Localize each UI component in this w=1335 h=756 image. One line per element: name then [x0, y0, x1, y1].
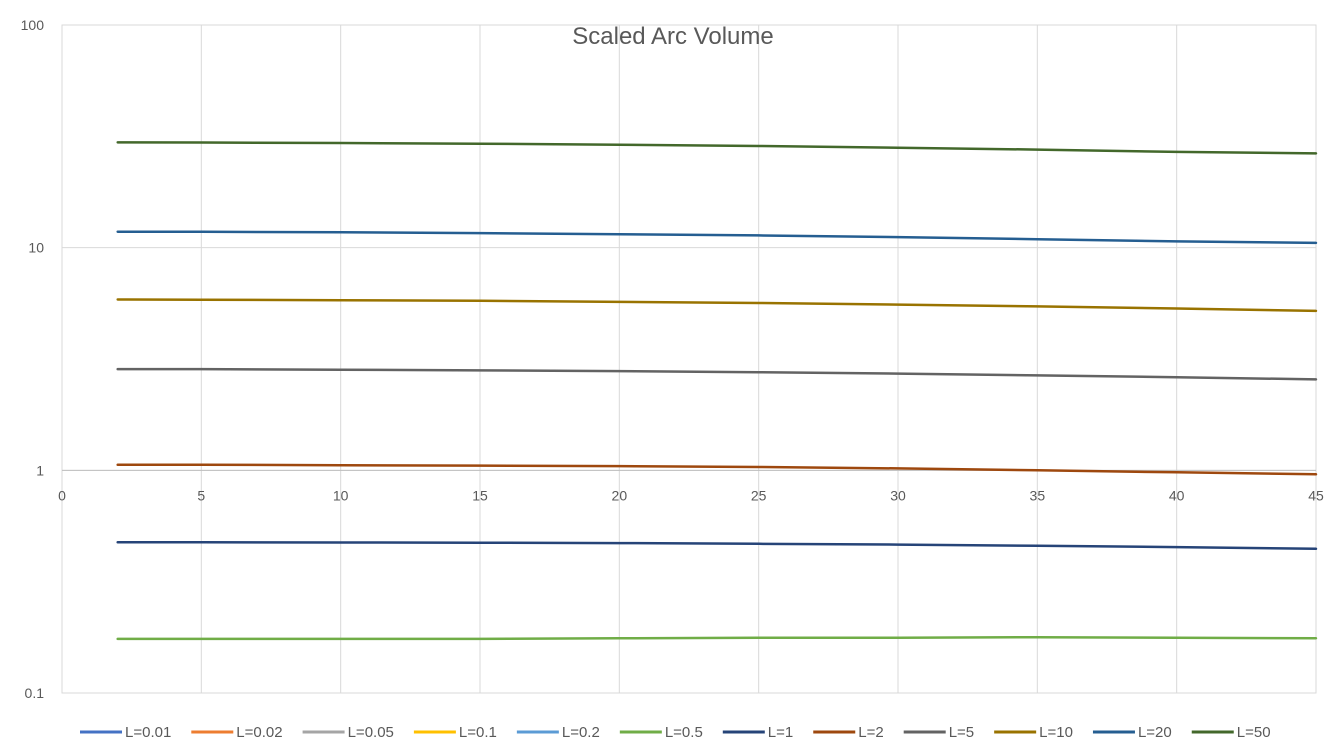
legend-label: L=2	[858, 724, 883, 741]
legend-item: L=5	[903, 724, 974, 741]
y-tick-label: 100	[21, 17, 45, 33]
chart-title: Scaled Arc Volume	[572, 23, 773, 50]
x-tick-label: 40	[1169, 487, 1185, 503]
legend-item: L=0.01	[80, 724, 171, 741]
plot-area-border	[61, 24, 1317, 694]
x-tick-label: 25	[751, 487, 767, 503]
legend-label: L=0.02	[236, 724, 282, 741]
series-line-L-1	[116, 541, 1318, 551]
x-tick-label: 15	[472, 487, 488, 503]
series-group	[116, 141, 1318, 641]
grid	[61, 24, 1317, 694]
x-tick-label: 5	[197, 487, 205, 503]
series-line-L-10	[116, 298, 1318, 313]
legend-item: L=0.5	[619, 724, 703, 741]
series-line-L-2	[116, 463, 1318, 476]
series-line-L-20	[116, 230, 1318, 245]
x-tick-label: 20	[612, 487, 628, 503]
x-tick-label: 45	[1308, 487, 1324, 503]
legend-label: L=0.01	[125, 724, 171, 741]
y-tick-label: 0.1	[25, 685, 45, 701]
y-tick-label: 1	[36, 462, 44, 478]
legend-label: L=5	[949, 724, 974, 741]
series-line-L-5	[116, 367, 1318, 381]
legend-label: L=0.05	[348, 724, 394, 741]
x-tick-label: 35	[1030, 487, 1046, 503]
legend-label: L=1	[768, 724, 793, 741]
legend-item: L=1	[722, 724, 793, 741]
legend-item: L=0.2	[516, 724, 600, 741]
legend-label: L=0.2	[562, 724, 600, 741]
legend-label: L=0.1	[459, 724, 497, 741]
legend-item: L=0.1	[413, 724, 497, 741]
legend: L=0.01 L=0.02 L=0.05 L=0.1 L=0.2 L=0.5 L=1 L=2 L…	[80, 724, 1271, 741]
legend-item: L=20	[1092, 724, 1172, 741]
series-line-L-0-5	[116, 635, 1318, 641]
legend-label: L=20	[1138, 724, 1172, 741]
legend-label: L=50	[1237, 724, 1271, 741]
x-tick-label: 30	[890, 487, 906, 503]
x-tick-label: 10	[333, 487, 349, 503]
legend-item: L=10	[994, 724, 1073, 741]
legend-label: L=10	[1039, 724, 1073, 741]
x-tick-label: 0	[58, 487, 66, 503]
legend-label: L=0.5	[665, 724, 703, 741]
legend-item: L=50	[1191, 724, 1271, 741]
legend-item: L=2	[813, 724, 884, 741]
legend-item: L=0.05	[302, 724, 394, 741]
axes: 0 5 10 15 20 25 30 35 40 45 0.1 1 10 100	[21, 17, 1324, 701]
series-line-L-50	[116, 141, 1318, 155]
y-tick-label: 10	[28, 240, 44, 256]
legend-item: L=0.02	[191, 724, 283, 741]
